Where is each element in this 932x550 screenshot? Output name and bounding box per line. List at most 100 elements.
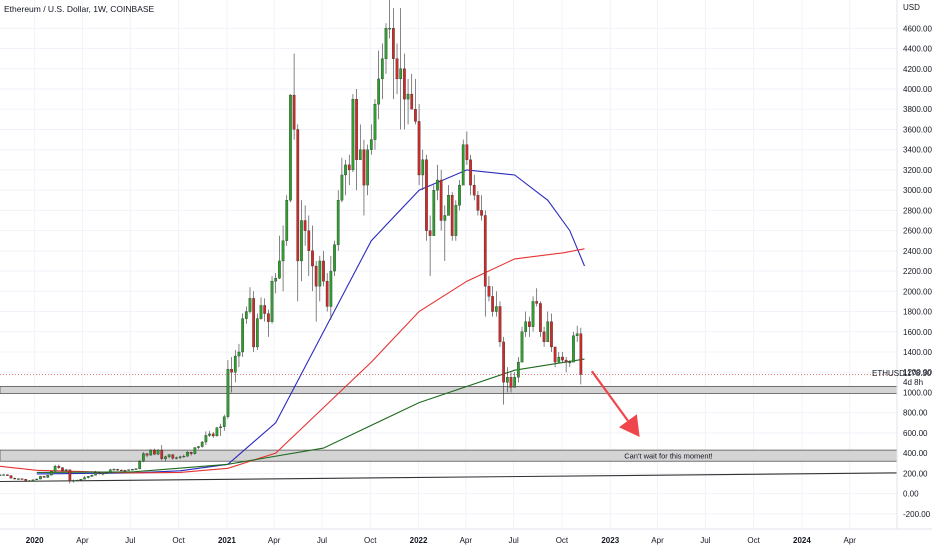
candle <box>296 124 300 302</box>
candle-body <box>564 359 568 363</box>
x-tick-label: Apr <box>844 536 857 545</box>
candle-body <box>380 58 384 80</box>
candle-body <box>428 230 432 236</box>
candle <box>461 139 465 186</box>
candle <box>86 475 90 479</box>
candle <box>178 455 182 460</box>
candle-body <box>241 318 244 353</box>
y-tick-label: 1600.00 <box>903 328 932 337</box>
candle-body <box>553 346 557 363</box>
candle-body <box>208 433 211 436</box>
candle-body <box>175 457 178 459</box>
candle <box>351 94 355 172</box>
candle-body <box>476 195 480 211</box>
candle <box>156 449 160 456</box>
candle <box>410 73 414 110</box>
y-tick-label: -200.00 <box>903 510 931 519</box>
candle <box>35 478 39 481</box>
candle <box>520 326 524 363</box>
candle-body <box>204 435 208 443</box>
candle <box>50 470 53 476</box>
candle-body <box>105 472 108 474</box>
candle-body <box>439 179 443 221</box>
candle <box>0 474 2 476</box>
candle-body <box>42 476 46 478</box>
candle <box>575 325 579 342</box>
candle <box>9 475 13 479</box>
candle <box>524 311 528 337</box>
candle <box>252 291 256 352</box>
candle-body <box>414 109 417 122</box>
candle <box>289 94 292 203</box>
candle <box>469 154 472 196</box>
candle <box>127 469 131 471</box>
y-tick-label: 800.00 <box>903 409 928 418</box>
y-tick-label: 2600.00 <box>903 227 932 236</box>
candle <box>458 180 461 211</box>
candle-body <box>142 453 145 462</box>
candle <box>480 195 483 221</box>
y-tick-label: 2400.00 <box>903 247 932 256</box>
candle <box>388 0 392 39</box>
candle <box>369 124 373 155</box>
candle <box>2 474 6 476</box>
candle-body <box>57 466 61 468</box>
candle-body <box>193 447 197 454</box>
candle-body <box>9 475 13 479</box>
candle <box>557 351 561 363</box>
candle-body <box>17 478 20 480</box>
candle-body <box>178 456 182 458</box>
candle <box>208 430 211 437</box>
zone-box[interactable] <box>0 449 898 462</box>
candle-body <box>579 333 583 375</box>
candle-body <box>119 469 123 472</box>
candle <box>211 431 215 438</box>
candle-body <box>160 449 164 459</box>
candle-body <box>491 296 494 312</box>
down-arrow-head[interactable] <box>619 414 640 437</box>
candle <box>311 225 314 292</box>
candle-body <box>432 190 436 236</box>
x-tick-label: Jul <box>700 536 710 545</box>
candle <box>278 235 281 280</box>
candle-body <box>557 356 561 363</box>
x-tick-label: Apr <box>268 536 281 545</box>
candle <box>244 306 248 324</box>
candle-body <box>421 159 425 176</box>
candle <box>380 43 384 100</box>
x-tick-label: Oct <box>364 536 377 545</box>
y-tick-label: 3400.00 <box>903 146 932 155</box>
candle-body <box>366 149 369 186</box>
candle-body <box>20 478 24 480</box>
candle <box>300 200 303 282</box>
candle-body <box>311 250 314 267</box>
candle-body <box>79 479 83 481</box>
y-tick-label: 3200.00 <box>903 166 932 175</box>
candle <box>145 453 149 458</box>
candle <box>6 474 9 476</box>
down-arrow-shaft[interactable] <box>590 370 629 422</box>
candle-body <box>355 98 358 160</box>
candle-body <box>505 377 509 383</box>
candle <box>68 469 72 484</box>
chart-title: Ethereum / U.S. Dollar, 1W, COINBASE <box>4 4 155 14</box>
candle-body <box>487 286 491 297</box>
candle-body <box>561 356 564 361</box>
candle <box>539 301 542 337</box>
candle <box>241 313 244 358</box>
candle <box>436 164 439 201</box>
candle <box>322 250 325 287</box>
y-axis-ticks: -200.00 0.00 200.00 400.00 600.00 800.00 1000.… <box>903 24 932 519</box>
y-tick-label: 200.00 <box>903 469 928 478</box>
candle-body <box>513 377 517 388</box>
candle-body <box>465 144 469 160</box>
candle <box>421 149 425 191</box>
candle <box>417 104 421 186</box>
x-tick-label: 2023 <box>601 536 619 545</box>
y-tick-label: 2800.00 <box>903 206 932 215</box>
candle <box>373 99 377 150</box>
candle <box>215 426 219 437</box>
candle <box>318 255 322 302</box>
